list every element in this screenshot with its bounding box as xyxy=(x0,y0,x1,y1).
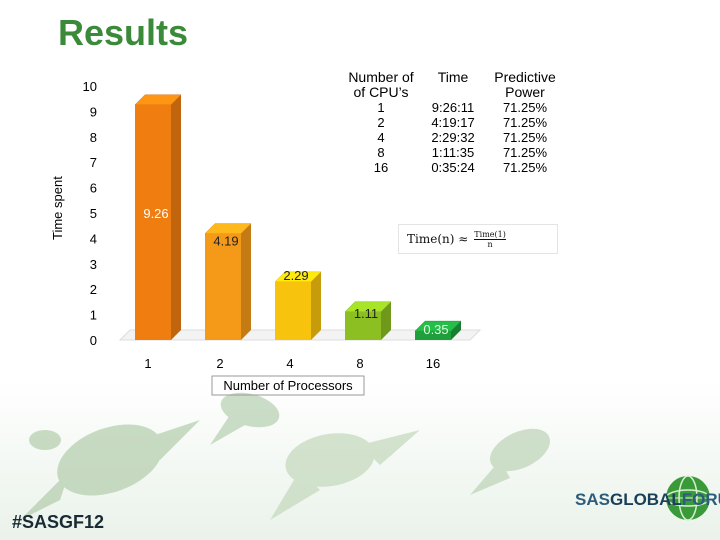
bar-side xyxy=(171,94,181,341)
table-cell: 71.25% xyxy=(502,145,548,160)
turtle-illustration xyxy=(20,420,200,520)
y-tick-label: 2 xyxy=(90,282,97,297)
bar-side xyxy=(381,301,391,340)
turtle-illustration xyxy=(270,430,420,520)
table-header-cpus-line2: of CPU’s xyxy=(353,84,409,100)
table-cell: 71.25% xyxy=(502,130,548,145)
hashtag: #SASGF12 xyxy=(12,512,105,532)
globe-icon xyxy=(665,475,711,521)
table-header-power-line1: Predictive xyxy=(494,69,556,85)
table-cell: 4:19:17 xyxy=(431,115,475,130)
data-label: 4.19 xyxy=(213,234,238,249)
table-cell: 71.25% xyxy=(502,160,548,175)
x-tick-label: 16 xyxy=(426,356,440,371)
y-tick-label: 1 xyxy=(90,308,97,323)
y-tick-label: 9 xyxy=(90,104,97,119)
y-tick-label: 6 xyxy=(90,181,97,196)
data-label: 9.26 xyxy=(143,206,168,221)
table-cell: 2 xyxy=(377,115,385,130)
x-tick-label: 1 xyxy=(144,356,151,371)
table-cell: 1 xyxy=(377,100,385,115)
y-tick-label: 0 xyxy=(90,333,97,348)
formula-box: Time(n) ≈ Time(1) n xyxy=(398,224,558,254)
table-cell: 71.25% xyxy=(502,115,548,130)
x-tick-label: 4 xyxy=(286,356,293,371)
table-cell: 8 xyxy=(377,145,385,160)
y-tick-label: 8 xyxy=(90,130,97,145)
table-cell: 0:35:24 xyxy=(431,160,475,175)
table-header-time: Time xyxy=(437,69,469,85)
turtle-illustration xyxy=(470,428,550,495)
table-cell: 1:11:35 xyxy=(431,145,475,160)
table-column-cpus: Number of of CPU’s 1 2 4 8 16 xyxy=(340,69,422,176)
table-cell: 71.25% xyxy=(502,100,548,115)
bar xyxy=(205,233,241,340)
y-tick-label: 3 xyxy=(90,257,97,272)
sas-global-forum-logo: SASGLOBALFORUM xyxy=(575,490,720,509)
table-cell: 4 xyxy=(377,130,385,145)
bar xyxy=(415,331,451,340)
turtle-illustration xyxy=(210,392,280,445)
bar-side xyxy=(451,321,461,340)
y-tick-label: 7 xyxy=(90,155,97,170)
table-column-power: Predictive Power 71.25% 71.25% 71.25% 71… xyxy=(485,69,565,176)
x-tick-label: 2 xyxy=(216,356,223,371)
x-axis-label-box xyxy=(211,375,365,396)
slide-title: Results xyxy=(58,12,189,53)
bar xyxy=(135,104,171,341)
table-cell: 2:29:32 xyxy=(431,130,475,145)
table-header-power-line2: Power xyxy=(505,84,545,100)
y-tick-label: 10 xyxy=(83,79,97,94)
bar xyxy=(275,281,311,340)
bar-side xyxy=(311,271,321,340)
y-axis-label: Time spent xyxy=(50,176,65,240)
table-column-time: Time 9:26:11 4:19:17 2:29:32 1:11:35 0:3… xyxy=(420,69,486,176)
table-cell: 9:26:11 xyxy=(431,100,475,115)
y-tick-label: 4 xyxy=(90,231,97,246)
table-cell: 16 xyxy=(373,160,389,175)
table-header-cpus-line1: Number of xyxy=(348,69,414,85)
x-tick-label: 8 xyxy=(356,356,363,371)
bar xyxy=(345,311,381,340)
data-label: 2.29 xyxy=(283,268,308,283)
data-label: 1.11 xyxy=(354,306,378,321)
formula-lhs: Time(n) ≈ xyxy=(407,232,469,246)
data-label: 0.35 xyxy=(423,322,448,337)
formula-numerator: Time(1) xyxy=(474,229,506,239)
x-axis-label: Number of Processors xyxy=(223,378,353,393)
formula-fraction: Time(1) n xyxy=(474,230,506,249)
y-tick-label: 5 xyxy=(90,206,97,221)
formula-denominator: n xyxy=(487,239,493,249)
bar-side xyxy=(241,223,251,340)
